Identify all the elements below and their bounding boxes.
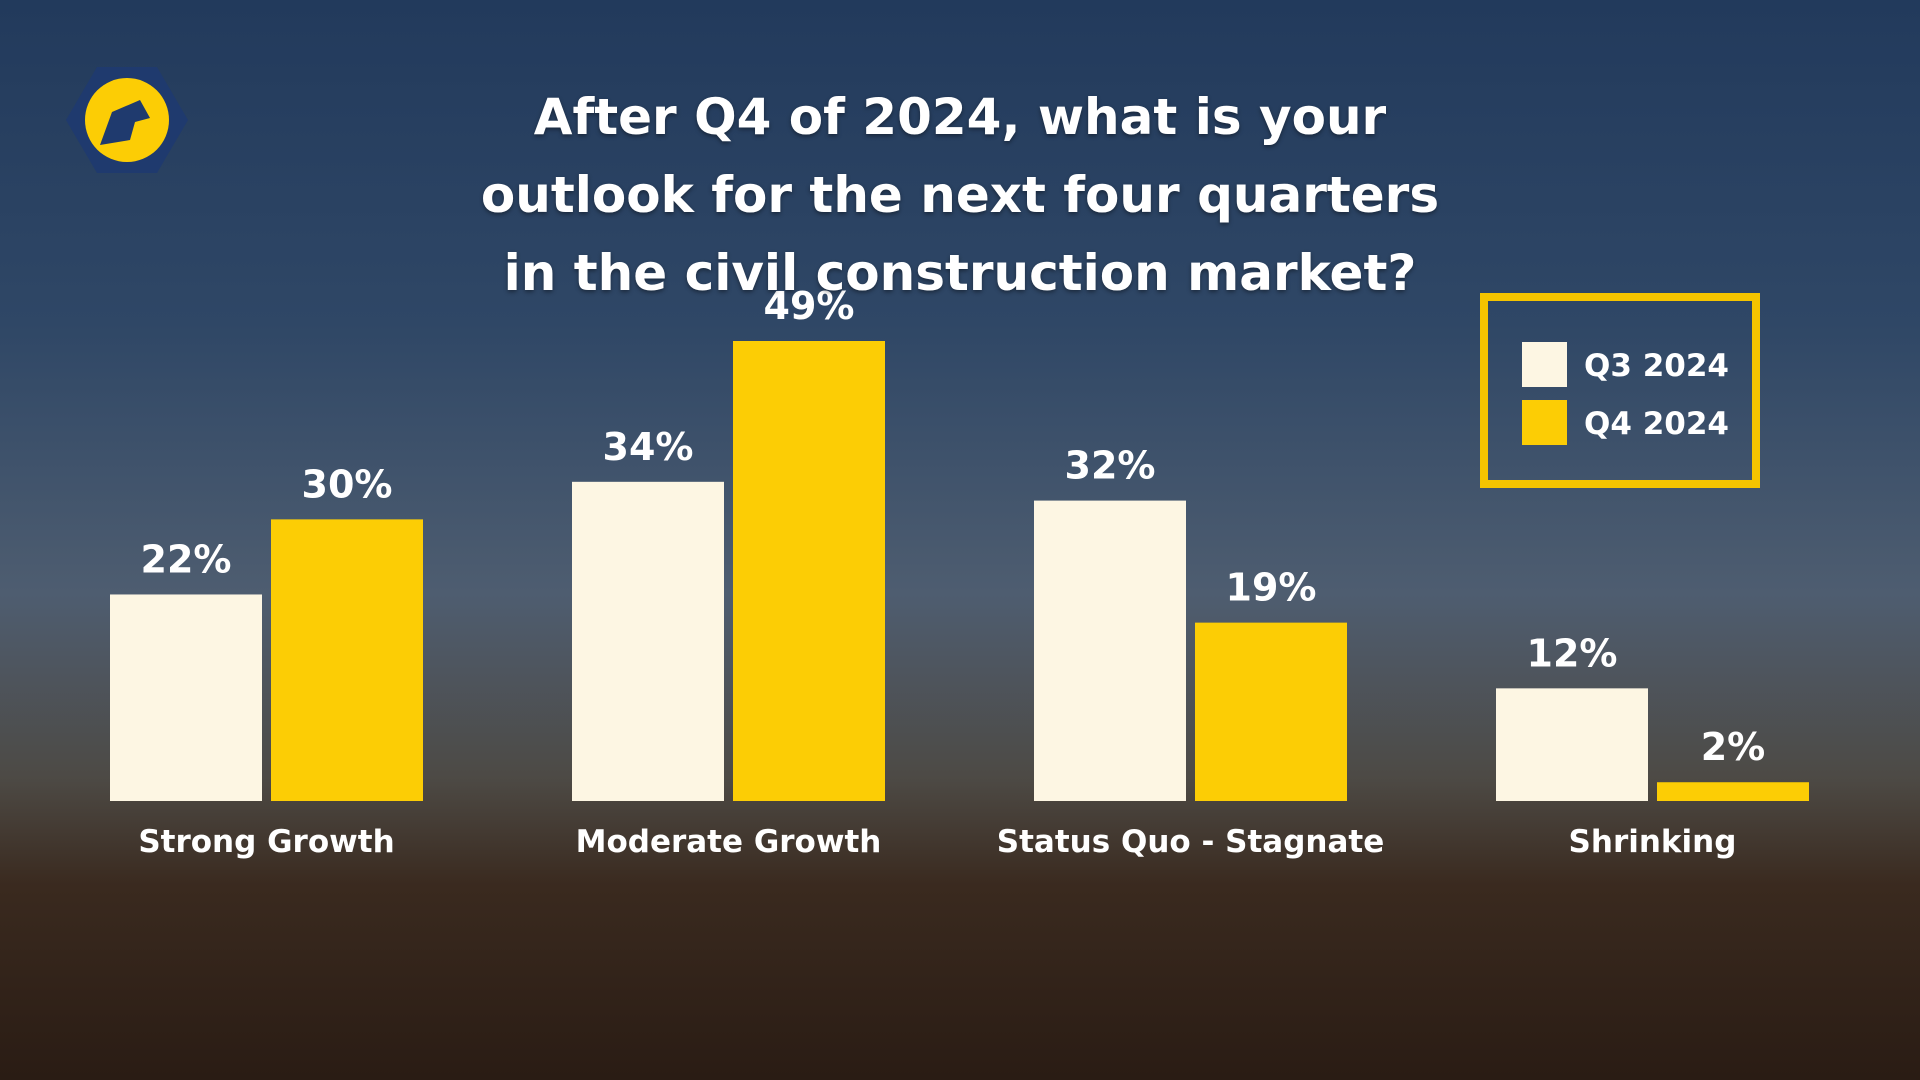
bar xyxy=(1034,500,1186,801)
legend-swatch xyxy=(1522,342,1567,387)
data-label: 34% xyxy=(603,425,694,469)
logo-excavator xyxy=(100,100,150,145)
data-label: 49% xyxy=(764,284,855,328)
bar xyxy=(1657,782,1809,801)
bar xyxy=(733,341,885,801)
legend-label: Q4 2024 xyxy=(1584,406,1729,442)
category-label: Shrinking xyxy=(1569,824,1737,860)
bar xyxy=(110,594,262,801)
bar xyxy=(271,519,423,801)
category-label: Moderate Growth xyxy=(576,824,882,860)
bar xyxy=(1195,622,1347,801)
data-label: 22% xyxy=(141,537,232,581)
data-label: 2% xyxy=(1701,725,1766,769)
chart-title: After Q4 of 2024, what is your outlook f… xyxy=(480,88,1440,302)
legend-box xyxy=(1480,293,1760,488)
legend-label: Q3 2024 xyxy=(1584,348,1729,384)
data-label: 32% xyxy=(1065,444,1156,488)
bar xyxy=(1496,688,1648,801)
category-label: Status Quo - Stagnate xyxy=(997,824,1384,860)
legend-swatch xyxy=(1522,400,1567,445)
data-label: 30% xyxy=(302,462,393,506)
bar xyxy=(572,481,724,801)
data-label: 12% xyxy=(1527,631,1618,675)
category-label: Strong Growth xyxy=(138,824,394,860)
data-label: 19% xyxy=(1226,566,1317,610)
